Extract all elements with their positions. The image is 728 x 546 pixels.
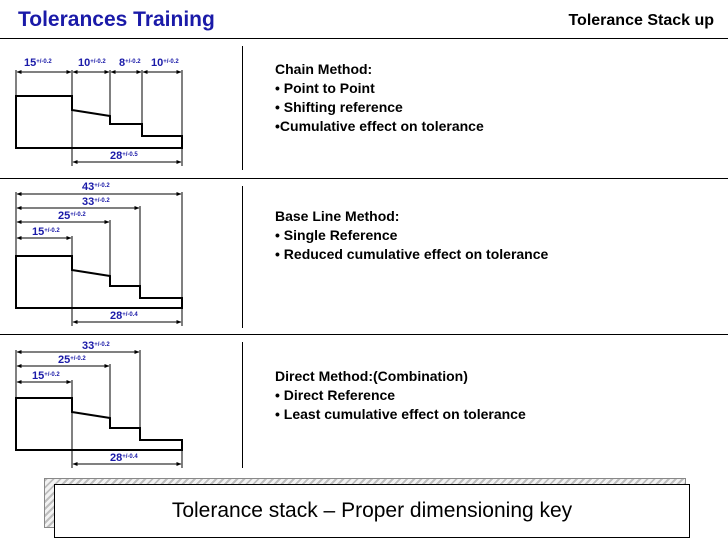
baseline-method-bullet-2: • Reduced cumulative effect on tolerance <box>275 246 549 262</box>
header-divider <box>0 38 728 39</box>
chain-dim-label-4: 10+/-0.2 <box>151 57 179 69</box>
direct-extension-lines <box>15 350 183 468</box>
footer-banner: Tolerance stack – Proper dimensioning ke… <box>54 484 690 538</box>
chain-dim-label-3: 8+/-0.2 <box>119 57 141 69</box>
chain-dim-label-2: 10+/-0.2 <box>78 57 106 69</box>
chain-method-bullet-3: •Cumulative effect on tolerance <box>275 118 484 134</box>
baseline-part-outline <box>15 255 183 309</box>
direct-dim-label-2: 25+/-0.2 <box>58 354 86 366</box>
chain-dim-label-1: 15+/-0.2 <box>24 57 52 69</box>
baseline-result-label: 28+/-0.4 <box>110 310 138 322</box>
section-divider-2 <box>0 334 728 335</box>
chain-method-text: Chain Method: • Point to Point • Shiftin… <box>275 60 484 136</box>
footer-text: Tolerance stack – Proper dimensioning ke… <box>171 499 573 522</box>
direct-dimension-lines <box>16 350 182 466</box>
section-divider-1 <box>0 178 728 179</box>
baseline-dimension-lines <box>16 192 182 324</box>
direct-result-label: 28+/-0.4 <box>110 452 138 464</box>
column-divider-3 <box>242 342 243 468</box>
baseline-method-text: Base Line Method: • Single Reference • R… <box>275 207 548 264</box>
baseline-dim-label-2: 33+/-0.2 <box>82 196 110 208</box>
page-title: Tolerances Training <box>18 8 215 31</box>
baseline-dim-label-4: 15+/-0.2 <box>32 226 60 238</box>
chain-method-heading: Chain Method: <box>275 61 373 77</box>
chain-result-label: 28+/-0.5 <box>110 150 138 162</box>
direct-method-text: Direct Method:(Combination) • Direct Ref… <box>275 367 526 424</box>
page-subtitle: Tolerance Stack up <box>568 12 714 29</box>
direct-method-bullet-1: • Direct Reference <box>275 387 396 403</box>
baseline-extension-lines <box>15 192 183 326</box>
chain-dimension-lines <box>16 70 182 164</box>
direct-dim-label-1: 33+/-0.2 <box>82 340 110 352</box>
chain-part-outline <box>15 95 183 149</box>
chain-extension-lines <box>15 70 183 166</box>
chain-method-bullet-2: • Shifting reference <box>275 99 403 115</box>
column-divider-2 <box>242 186 243 328</box>
baseline-dim-label-3: 25+/-0.2 <box>58 210 86 222</box>
chain-method-bullet-1: • Point to Point <box>275 80 375 96</box>
baseline-method-heading: Base Line Method: <box>275 208 400 224</box>
direct-method-heading: Direct Method:(Combination) <box>275 368 468 384</box>
direct-part-outline <box>15 397 183 451</box>
direct-method-bullet-2: • Least cumulative effect on tolerance <box>275 406 526 422</box>
baseline-method-bullet-1: • Single Reference <box>275 227 398 243</box>
direct-dim-label-3: 15+/-0.2 <box>32 370 60 382</box>
baseline-dim-label-1: 43+/-0.2 <box>82 181 110 193</box>
column-divider-1 <box>242 46 243 170</box>
